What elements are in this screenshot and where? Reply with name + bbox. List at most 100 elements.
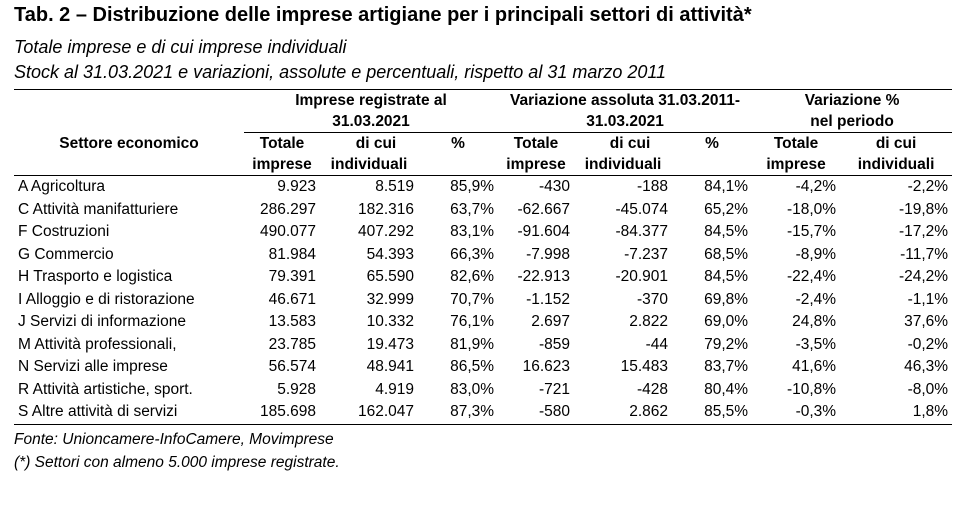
pct-cell: 76,1% bbox=[450, 313, 495, 330]
individuali-cell: 407.292 bbox=[357, 223, 414, 240]
varpct-totale-cell: -3,5% bbox=[795, 335, 837, 353]
source-note: Fonte: Unioncamere-InfoCamere, Movimpres… bbox=[14, 431, 334, 448]
header-sector-spacer bbox=[14, 89, 244, 133]
header-totale-imprese: Totale bbox=[259, 135, 305, 152]
pct-cell: 63,7% bbox=[450, 200, 495, 218]
varpct-totale-cell: -10,8% bbox=[786, 380, 837, 398]
var-totale-cell: -7.998 bbox=[526, 245, 571, 263]
table-title: Tab. 2 – Distribuzione delle imprese art… bbox=[14, 4, 752, 26]
header-varpct-totale-imprese-line2: imprese bbox=[752, 154, 841, 176]
pct-cell: 82,6% bbox=[450, 268, 495, 285]
header-varpct-totale-imprese: Totale bbox=[773, 135, 819, 152]
var-pct-cell: 69,0% bbox=[704, 313, 749, 330]
var-pct-cell: 68,5% bbox=[704, 245, 749, 263]
varpct-individuali-cell: -11,7% bbox=[900, 245, 949, 263]
varpct-individuali-cell: 46,3% bbox=[904, 358, 949, 375]
varpct-individuali-cell: 37,6% bbox=[904, 313, 949, 330]
varpct-totale-cell: 41,6% bbox=[792, 358, 837, 375]
var-individuali-cell: -45.074 bbox=[615, 200, 669, 218]
varpct-individuali-cell: -17,2% bbox=[898, 223, 949, 240]
individuali-cell: 10.332 bbox=[366, 313, 414, 330]
var-pct-cell: 84,5% bbox=[704, 268, 749, 285]
header-pct: % bbox=[451, 135, 465, 152]
totale-imprese-cell: 81.984 bbox=[268, 245, 316, 263]
totale-imprese-cell: 13.583 bbox=[268, 313, 316, 330]
table-row: S Altre attività di servizi 185.698 162.04… bbox=[14, 401, 953, 425]
pct-cell: 86,5% bbox=[450, 358, 495, 375]
varpct-totale-cell: -0,3% bbox=[752, 401, 841, 425]
header-group-variazione-assoluta-line2: 31.03.2021 bbox=[498, 111, 753, 133]
totale-imprese-cell: 490.077 bbox=[259, 223, 316, 240]
var-pct-cell: 65,2% bbox=[704, 200, 749, 218]
table-row: H Trasporto e logistica 79.391 65.590 82,6%… bbox=[14, 266, 952, 289]
sector-cell: S Altre attività di servizi bbox=[14, 401, 244, 425]
varpct-individuali-cell: -24,2% bbox=[898, 268, 949, 285]
header-var-totale-imprese-line2: imprese bbox=[498, 154, 575, 176]
header-var-totale-imprese: Totale bbox=[513, 135, 559, 152]
pct-cell: 81,9% bbox=[450, 335, 495, 353]
header-varpct-dicui-individuali: di cui bbox=[875, 135, 917, 152]
var-individuali-cell: -44 bbox=[645, 335, 669, 353]
individuali-cell: 162.047 bbox=[320, 401, 418, 425]
header-sector: Settore economico bbox=[59, 134, 199, 152]
varpct-totale-cell: -8,9% bbox=[795, 245, 837, 263]
individuali-cell: 4.919 bbox=[375, 380, 414, 398]
varpct-individuali-cell: -8,0% bbox=[907, 380, 949, 398]
totale-imprese-cell: 46.671 bbox=[268, 290, 316, 308]
individuali-cell: 54.393 bbox=[366, 245, 414, 263]
sector-cell: C Attività manifatturiere bbox=[18, 200, 179, 218]
header-var-dicui-individuali: di cui bbox=[609, 135, 651, 152]
table-row: F Costruzioni 490.077 407.292 83,1% -91.604 -… bbox=[14, 221, 952, 244]
totale-imprese-cell: 23.785 bbox=[268, 335, 316, 353]
header-group-variazione-pct-line2: nel periodo bbox=[752, 111, 953, 133]
varpct-individuali-cell: -1,1% bbox=[907, 290, 949, 308]
table-row: J Servizi di informazione 13.583 10.332 76,… bbox=[14, 311, 952, 334]
var-individuali-cell: 2.862 bbox=[574, 401, 673, 425]
var-totale-cell: -430 bbox=[539, 178, 571, 195]
var-individuali-cell: -20.901 bbox=[615, 268, 669, 285]
individuali-cell: 48.941 bbox=[366, 358, 414, 375]
header-group-registrate-line2: 31.03.2021 bbox=[244, 111, 499, 133]
table-row: C Attività manifatturiere 286.297 182.316 6… bbox=[14, 199, 952, 222]
table-subtitle-period: Stock al 31.03.2021 e variazioni, assolu… bbox=[14, 62, 667, 82]
var-totale-cell: -859 bbox=[539, 335, 571, 353]
sector-cell: R Attività artistiche, sport. bbox=[18, 380, 193, 398]
individuali-cell: 8.519 bbox=[375, 178, 414, 195]
sector-cell: I Alloggio e di ristorazione bbox=[18, 290, 195, 308]
var-individuali-cell: -188 bbox=[637, 178, 669, 195]
pct-cell: 70,7% bbox=[450, 290, 495, 308]
sector-cell: G Commercio bbox=[18, 245, 114, 263]
header-group-variazione-pct-line1: Variazione % bbox=[752, 89, 953, 111]
varpct-totale-cell: 24,8% bbox=[792, 313, 837, 330]
pct-cell: 66,3% bbox=[450, 245, 495, 263]
varpct-totale-cell: -2,4% bbox=[795, 290, 837, 308]
var-pct-cell: 85,5% bbox=[672, 401, 753, 425]
var-totale-cell: -62.667 bbox=[517, 200, 571, 218]
table-row: A Agricoltura 9.923 8.519 85,9% -430 -188 84,1… bbox=[14, 176, 952, 199]
sector-cell: M Attività professionali, bbox=[18, 335, 177, 353]
sector-cell: H Trasporto e logistica bbox=[18, 268, 173, 285]
var-pct-cell: 79,2% bbox=[704, 335, 749, 353]
varpct-totale-cell: -15,7% bbox=[786, 223, 837, 240]
sector-cell: J Servizi di informazione bbox=[18, 313, 186, 330]
table-subtitle: Totale imprese e di cui imprese individu… bbox=[14, 37, 347, 57]
sector-distribution-table: Imprese registrate al Variazione assolut… bbox=[14, 89, 953, 425]
pct-cell: 83,0% bbox=[450, 380, 495, 398]
varpct-individuali-cell: -2,2% bbox=[907, 178, 949, 195]
var-totale-cell: -721 bbox=[539, 380, 571, 398]
varpct-totale-cell: -22,4% bbox=[786, 268, 837, 285]
varpct-individuali-cell: -19,8% bbox=[898, 200, 949, 218]
totale-imprese-cell: 286.297 bbox=[259, 200, 316, 218]
var-pct-cell: 84,5% bbox=[704, 223, 749, 240]
varpct-totale-cell: -18,0% bbox=[786, 200, 837, 218]
table-row: G Commercio 81.984 54.393 66,3% -7.998 -7.237… bbox=[14, 244, 952, 267]
individuali-cell: 32.999 bbox=[366, 290, 414, 308]
pct-cell: 83,1% bbox=[450, 223, 495, 240]
pct-cell: 85,9% bbox=[450, 178, 495, 195]
header-totale-imprese-line2: imprese bbox=[244, 154, 320, 176]
totale-imprese-cell: 79.391 bbox=[268, 268, 316, 285]
header-varpct-dicui-individuali-line2: individuali bbox=[840, 154, 953, 176]
var-totale-cell: -580 bbox=[498, 401, 575, 425]
header-pct-blank bbox=[418, 154, 499, 176]
var-individuali-cell: -370 bbox=[637, 290, 669, 308]
